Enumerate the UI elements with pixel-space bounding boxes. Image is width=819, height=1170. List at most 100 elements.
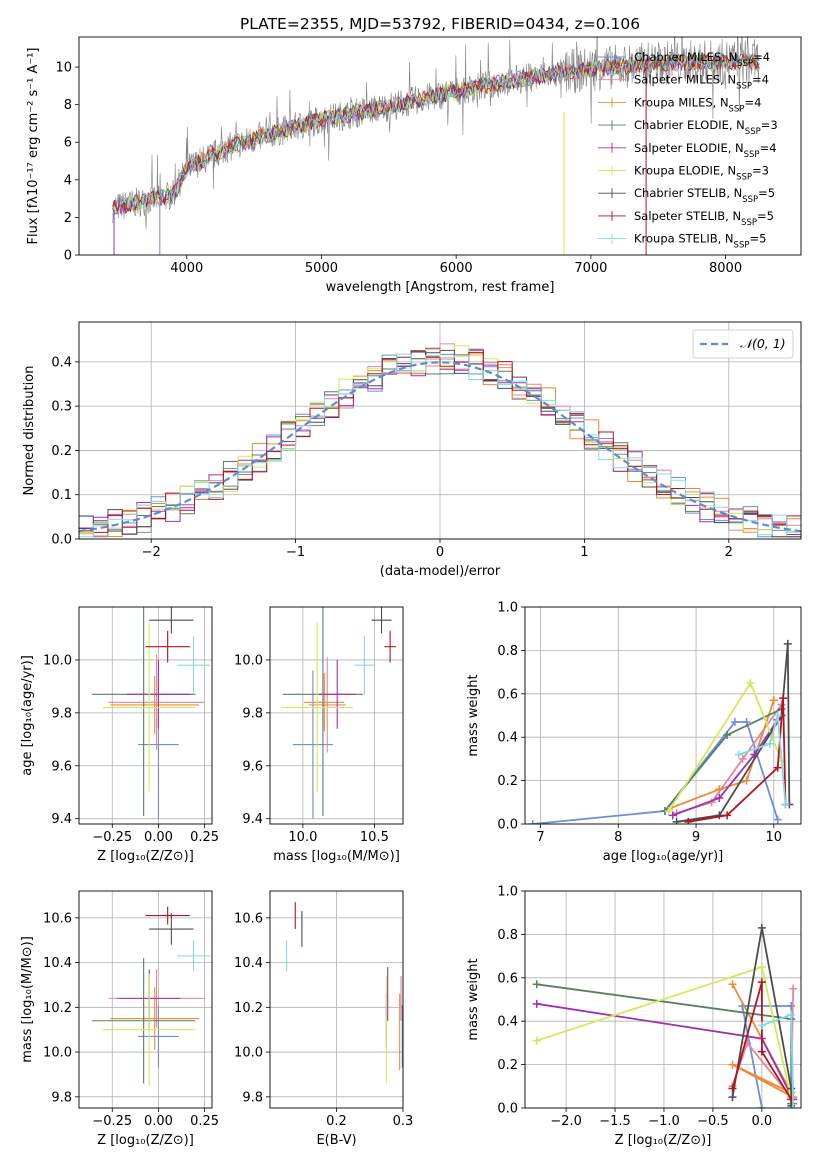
- y-tick-label: 10.6: [43, 911, 72, 926]
- histogram-step: [79, 351, 801, 533]
- mass-weight-point: [738, 754, 747, 763]
- mass-weight-point: [757, 1104, 766, 1108]
- mass-weight-point: [779, 694, 788, 703]
- x-tick-label: −0.25: [92, 830, 132, 845]
- x-tick-label: 7: [536, 830, 544, 845]
- x-tick-label: 10: [766, 830, 783, 845]
- y-tick-label: 9.8: [242, 706, 263, 721]
- y-tick-label: 0.6: [497, 971, 518, 986]
- y-tick-label: 0.4: [497, 731, 518, 746]
- mass-weight-point: [715, 793, 724, 802]
- x-axis-label: Z [log₁₀(Z/Z⊙)]: [97, 849, 194, 864]
- gridlines: [270, 607, 403, 824]
- y-tick-label: 6: [64, 136, 72, 151]
- y-tick-label: 0.2: [51, 444, 72, 459]
- y-axis-label: Normed distribution: [22, 366, 37, 496]
- y-axis-label: mass [log₁₀(M/M⊙)]: [20, 936, 35, 1063]
- x-tick-label: 0.25: [190, 830, 219, 845]
- legend-label: Salpeter STELIB, NSSP=5: [634, 209, 774, 228]
- y-tick-label: 10.2: [43, 1001, 72, 1016]
- y-tick-label: 9.4: [51, 812, 72, 827]
- y-tick-label: 10.0: [43, 1046, 72, 1061]
- x-tick-label: 0.3: [393, 1114, 414, 1129]
- y-tick-label: 0.8: [497, 644, 518, 659]
- legend-label: Salpeter ELODIE, NSSP=4: [634, 141, 777, 160]
- mass-weight-point: [781, 800, 790, 809]
- chart-weight-vs-age: 7 8 9 10 0.0 0.2 0.4 0.6 0.8 1.0 age [log₁₀(age/yr…: [466, 601, 802, 864]
- x-tick-label: 2: [725, 545, 733, 560]
- y-tick-label: 0.0: [497, 818, 518, 833]
- chart-mass-vs-ebv: 0.2 0.3 9.8 10.0 10.2 10.4 10.6 E(B-V): [234, 890, 414, 1148]
- y-tick-label: 9.8: [51, 1090, 72, 1105]
- y-tick-label: 9.6: [242, 759, 263, 774]
- x-tick-label: 10.5: [360, 830, 389, 845]
- y-tick-label: 0.4: [51, 355, 72, 370]
- x-axis-label: E(B-V): [316, 1133, 356, 1148]
- x-tick-label: −1: [286, 545, 305, 560]
- gridlines: [79, 891, 212, 1108]
- plot-area: [286, 902, 403, 1084]
- mass-weight-point: [684, 817, 693, 824]
- y-tick-label: 2: [64, 211, 72, 226]
- y-tick-label: 8: [64, 98, 72, 113]
- axes-frame: [269, 890, 404, 1109]
- x-tick-label: 0.25: [190, 1114, 219, 1129]
- y-tick-label: 0.6: [497, 687, 518, 702]
- y-tick-label: 0.8: [497, 928, 518, 943]
- histogram-step: [79, 353, 801, 538]
- mass-weight-point: [789, 984, 798, 993]
- chart-age-vs-mass: 10.0 10.5 9.4 9.6 9.8 10.0 mass [log₁₀(M/M⊙)]: [234, 606, 404, 864]
- x-tick-label: 4000: [170, 261, 203, 276]
- chart-age-vs-z: −0.25 0.00 0.25 9.4 9.6 9.8 10.0 Z [log₁₀(Z/Z⊙)…: [20, 606, 219, 864]
- mass-weight-point: [715, 785, 724, 794]
- y-tick-label: 10.2: [234, 1001, 263, 1016]
- x-tick-label: 8000: [709, 261, 742, 276]
- x-axis-label: mass [log₁₀(M/M⊙)]: [273, 849, 400, 864]
- x-tick-label: 0.00: [144, 830, 173, 845]
- y-axis-label: Flux [fλ10⁻¹⁷ erg cm⁻² s⁻¹ A⁻¹]: [26, 48, 41, 245]
- y-tick-label: 1.0: [497, 885, 518, 900]
- chart-weight-vs-z: −2.0 −1.5 −1.0 −0.5 0.0 0.0 0.2 0.4 0.6 0.8 1.0 Z […: [466, 885, 802, 1148]
- mass-weight-point: [532, 980, 541, 989]
- model-spectrum-line: [112, 52, 760, 216]
- x-tick-label: −1.5: [599, 1114, 631, 1129]
- chart-mass-vs-z: −0.25 0.00 0.25 9.8 10.0 10.2 10.4 10.6 Z [log₁₀…: [20, 890, 219, 1148]
- legend-label: Chabrier MILES, NSSP=4: [634, 50, 770, 69]
- axes-frame: [78, 890, 213, 1109]
- x-axis-label: Z [log₁₀(Z/Z⊙)]: [97, 1133, 194, 1148]
- legend-label: Kroupa STELIB, NSSP=5: [634, 232, 766, 251]
- mass-weight-point: [742, 776, 751, 785]
- plot-area: [91, 607, 211, 819]
- legend-label: Salpeter MILES, NSSP=4: [634, 73, 769, 92]
- mass-weight-point: [734, 750, 743, 759]
- mass-weight-point: [765, 739, 774, 748]
- mass-weight-point: [787, 1002, 796, 1011]
- axes-frame: [524, 606, 802, 825]
- x-tick-label: −2.0: [550, 1114, 582, 1129]
- x-axis-label: age [log₁₀(age/yr)]: [603, 849, 724, 864]
- mass-weight-point: [757, 1047, 766, 1056]
- x-tick-label: 0.0: [752, 1114, 773, 1129]
- x-tick-label: 9: [692, 830, 700, 845]
- y-tick-label: 0.2: [497, 1058, 518, 1073]
- x-tick-label: 7000: [574, 261, 607, 276]
- mass-weight-point: [664, 806, 673, 815]
- mass-weight-point: [528, 820, 537, 824]
- mass-weight-point: [728, 1093, 737, 1102]
- y-tick-label: 9.8: [242, 1090, 263, 1105]
- legend-label: Kroupa MILES, NSSP=4: [634, 95, 761, 114]
- mass-weight-point: [757, 962, 766, 971]
- y-tick-label: 0.3: [51, 400, 72, 415]
- y-tick-label: 10.4: [234, 956, 263, 971]
- mass-weight-point: [787, 1084, 796, 1093]
- x-tick-label: 0: [436, 545, 444, 560]
- plot-area: [112, 37, 760, 255]
- mass-weight-point: [532, 1036, 541, 1045]
- plot-area: [79, 343, 801, 538]
- legend-label: Chabrier ELODIE, NSSP=3: [634, 118, 778, 137]
- x-tick-label: 5000: [305, 261, 338, 276]
- axes-frame: [78, 36, 802, 256]
- y-tick-label: 0.0: [51, 533, 72, 548]
- mass-weight-point: [746, 678, 755, 687]
- legend-label: Kroupa ELODIE, NSSP=3: [634, 164, 769, 183]
